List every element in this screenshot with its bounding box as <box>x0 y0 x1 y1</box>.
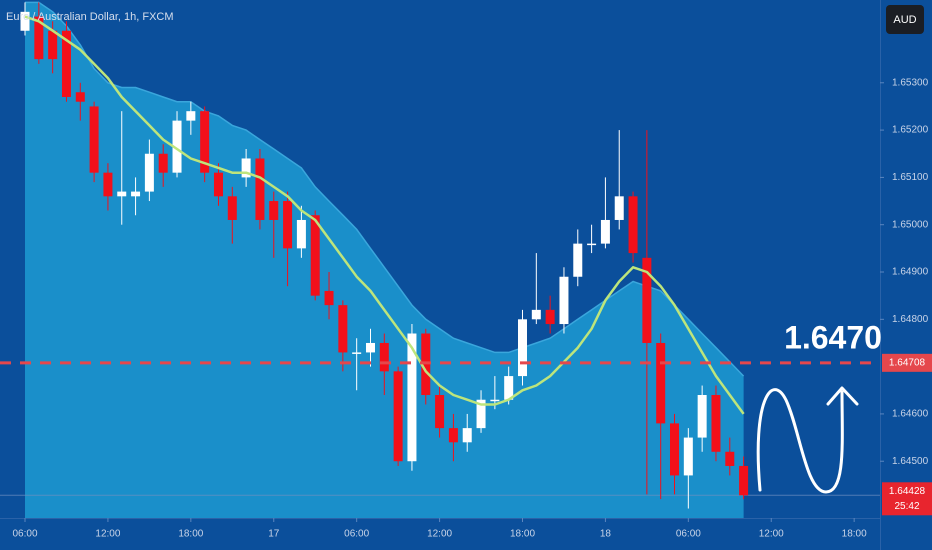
y-tick-label: 1.64500 <box>892 456 929 467</box>
chart-title: Euro / Australian Dollar, 1h, FXCM <box>6 11 174 23</box>
candle-body <box>739 465 749 496</box>
candle-body <box>545 309 555 325</box>
x-tick-label: 06:00 <box>676 529 701 540</box>
candle-body <box>628 196 638 254</box>
candle-body <box>144 153 154 192</box>
arrow-head <box>826 386 859 406</box>
candle-body <box>255 158 265 220</box>
candle-body <box>117 191 127 197</box>
candle-body <box>448 428 458 443</box>
candle-body <box>656 342 666 424</box>
level-annotation: 1.6470 <box>784 319 882 355</box>
candle-body <box>269 201 279 220</box>
countdown-label: 25:42 <box>894 501 919 512</box>
y-tick-label: 1.64600 <box>892 409 929 420</box>
candle-body <box>89 106 99 173</box>
x-tick-label: 17 <box>268 529 280 540</box>
candle-body <box>103 172 113 197</box>
candle-body <box>462 428 472 443</box>
candle-body <box>559 276 569 325</box>
candle-body <box>34 16 44 60</box>
y-tick-label: 1.65100 <box>892 172 929 183</box>
currency-badge <box>886 5 924 34</box>
candle-body <box>531 309 541 320</box>
candle-body <box>283 201 293 249</box>
candle-body <box>20 11 30 31</box>
x-tick-label: 18:00 <box>510 529 535 540</box>
x-tick-label: 06:00 <box>12 529 37 540</box>
candle-body <box>379 342 389 372</box>
x-tick-label: 18 <box>600 529 612 540</box>
candle-body <box>158 153 168 173</box>
candle-body <box>131 191 141 197</box>
x-tick-label: 18:00 <box>178 529 203 540</box>
x-tick-label: 12:00 <box>427 529 452 540</box>
candle-body <box>48 30 58 60</box>
candle-body <box>573 243 583 277</box>
candle-body <box>711 395 721 452</box>
candle-body <box>227 196 237 220</box>
candle-body <box>324 290 334 306</box>
y-tick-label: 1.65000 <box>892 219 929 230</box>
currency-label: AUD <box>893 14 916 26</box>
y-tick-label: 1.64800 <box>892 314 929 325</box>
x-tick-label: 12:00 <box>95 529 120 540</box>
candle-body <box>393 371 403 462</box>
last-price-label: 1.64428 <box>889 486 926 497</box>
candle-body <box>75 92 85 102</box>
candle-body <box>725 451 735 466</box>
plot-area <box>0 1 880 518</box>
x-tick-label: 12:00 <box>759 529 784 540</box>
y-tick-label: 1.65300 <box>892 77 929 88</box>
candle-body <box>683 437 693 476</box>
candle-body <box>186 111 196 121</box>
band-edge <box>25 1 745 377</box>
x-tick-label: 06:00 <box>344 529 369 540</box>
candle-body <box>600 219 610 244</box>
y-tick-label: 1.64900 <box>892 267 929 278</box>
candle-body <box>435 395 445 429</box>
wave-drawing <box>756 388 844 494</box>
candle-body <box>61 30 71 97</box>
candle-body <box>697 395 707 438</box>
y-tick-label: 1.65200 <box>892 125 929 136</box>
x-tick-label: 18:00 <box>842 529 867 540</box>
candle-body <box>310 215 320 296</box>
candle-body <box>338 305 348 353</box>
candle-body <box>587 243 597 246</box>
candle-body <box>200 111 210 173</box>
moving-average <box>24 15 745 415</box>
candle-body <box>642 257 652 343</box>
candle-body <box>614 196 624 220</box>
candle-body <box>476 399 486 429</box>
candle-body <box>490 399 500 402</box>
candle-body <box>296 219 306 249</box>
candle-body <box>365 342 375 353</box>
candle-body <box>518 319 527 377</box>
candle-body <box>407 333 417 462</box>
level-label: 1.64708 <box>889 357 926 368</box>
candle-body <box>172 120 182 173</box>
candle-body <box>504 376 514 400</box>
candle-body <box>241 158 251 178</box>
last-price-box <box>882 482 932 516</box>
candle-body <box>213 172 223 197</box>
candle-body <box>352 352 362 354</box>
candle-body <box>670 423 680 476</box>
level-label-box <box>882 353 932 372</box>
